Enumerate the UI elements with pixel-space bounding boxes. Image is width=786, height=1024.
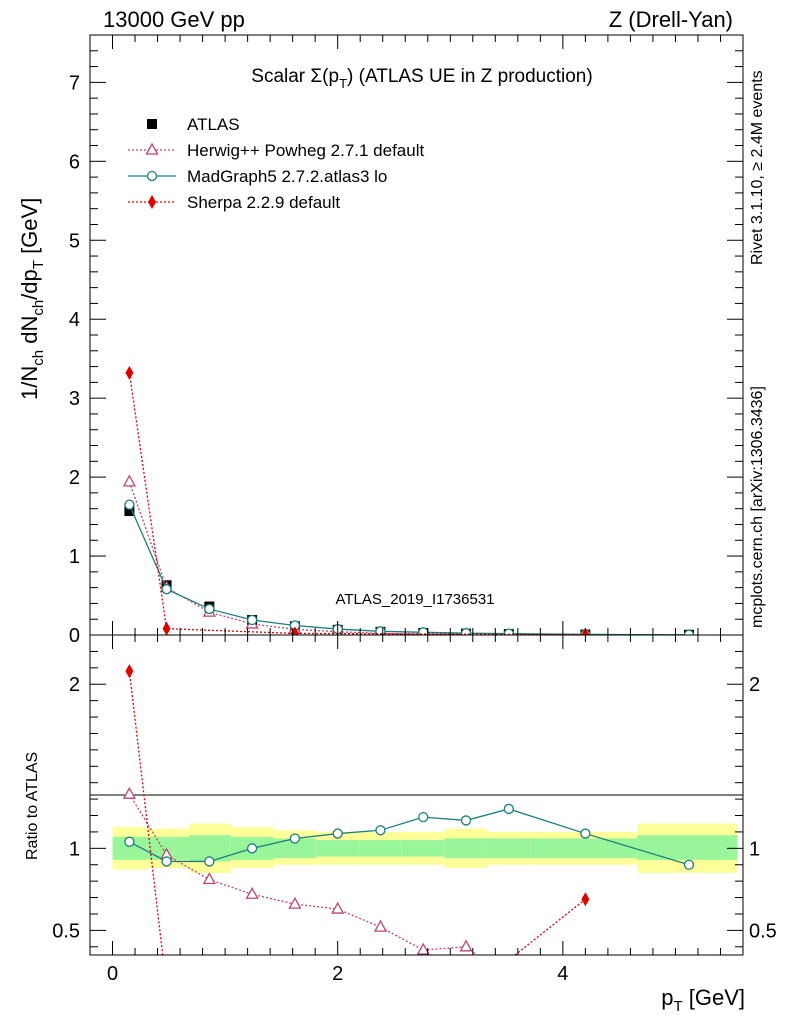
- ratio-series-1-point: [683, 859, 695, 870]
- legend-item: Sherpa 2.2.9 default: [128, 193, 340, 212]
- stat-uncertainty-band: [273, 838, 317, 859]
- stat-uncertainty-band: [487, 838, 531, 859]
- ratio-series-1-point: [246, 843, 258, 854]
- ratio-series-1-point: [460, 815, 472, 826]
- legend-marker: [147, 119, 157, 129]
- ratio-y-tick-label-right: 1: [749, 838, 760, 860]
- x-tick-label: 4: [557, 963, 568, 985]
- ratio-frame: [89, 634, 744, 956]
- x-tick-label: 2: [332, 963, 343, 985]
- main-series-1-line: [128, 481, 467, 635]
- ratio-series-0-point: [288, 896, 302, 909]
- ratio-panel: 0 2 4 0.5 0.5 1 1 2 2 Ratio to ATLAS: [24, 634, 777, 985]
- main-series-2-point: [124, 499, 135, 510]
- y-tick-label: 3: [69, 388, 80, 410]
- ratio-series-0-point: [459, 939, 473, 952]
- watermark: ATLAS_2019_I1736531: [335, 591, 494, 608]
- ratio-series-0-point: [245, 886, 259, 899]
- x-axis-label: pT [GeV]: [661, 985, 745, 1015]
- atlas-data-point: [124, 506, 135, 517]
- ratio-y-tick-label: 2: [69, 674, 80, 696]
- legend-marker: [148, 195, 156, 209]
- ratio-series-1-point: [204, 856, 215, 867]
- ratio-y-tick-label-right: 0.5: [749, 920, 777, 942]
- main-series-2: [124, 499, 695, 635]
- main-series-0: [124, 506, 694, 635]
- ratio-series-1-line: [129, 808, 690, 866]
- stat-uncertainty-band: [637, 835, 738, 860]
- legend-marker: [146, 170, 158, 182]
- y-tick-label: 6: [69, 151, 80, 173]
- main-series-2-point: [460, 628, 472, 635]
- y-tick-label: 5: [69, 230, 80, 252]
- stat-uncertainty-band: [530, 838, 638, 859]
- stat-uncertainty-band: [112, 836, 147, 860]
- stat-uncertainty-band: [316, 840, 360, 857]
- main-series-3-point: [125, 365, 134, 380]
- header-right: Z (Drell-Yan): [609, 7, 733, 32]
- main-series-3-point: [162, 621, 171, 635]
- stat-uncertainty-band: [359, 840, 402, 857]
- ratio-series-2-point: [125, 664, 134, 679]
- ratio-series-1-point: [375, 825, 386, 836]
- mcplots-label: mcplots.cern.ch [arXiv:1306.3436]: [749, 386, 766, 628]
- legend-label: MadGraph5 2.7.2.atlas3 lo: [187, 167, 387, 186]
- legend-label: ATLAS: [187, 115, 240, 134]
- legend-label: Sherpa 2.2.9 default: [187, 193, 340, 212]
- main-series-2-point: [204, 603, 215, 615]
- main-ylabel: 1/Nch dNch/dpT [GeV]: [17, 198, 47, 400]
- ratio-series-0-point: [202, 872, 216, 885]
- y-tick-label: 0: [69, 625, 80, 647]
- y-tick-label: 4: [69, 309, 80, 331]
- x-tick-label: 0: [107, 963, 118, 985]
- ratio-series-1-point: [332, 828, 343, 839]
- y-tick-label: 2: [69, 467, 80, 489]
- legend-item: Herwig++ Powheg 2.7.1 default: [128, 141, 424, 160]
- ratio-series-0-point: [373, 919, 388, 932]
- ratio-series-2: [125, 664, 590, 955]
- main-series-1: [122, 474, 471, 635]
- main-series-2-point: [246, 614, 258, 626]
- legend-label: Herwig++ Powheg 2.7.1 default: [187, 141, 424, 160]
- y-tick-label: 7: [69, 72, 80, 94]
- legend-item: ATLAS: [147, 115, 240, 134]
- ratio-series-0-point: [416, 942, 430, 955]
- legend: ATLAS Herwig++ Powheg 2.7.1 default MadGra…: [128, 115, 424, 212]
- ratio-series-1-point: [124, 836, 135, 847]
- legend-item: MadGraph5 2.7.2.atlas3 lo: [128, 167, 387, 186]
- ratio-y-tick-label-right: 2: [749, 674, 760, 696]
- stat-uncertainty-band: [146, 836, 190, 860]
- ratio-series-2-line: [128, 671, 586, 955]
- y-tick-label: 1: [69, 546, 80, 568]
- ratio-series-1-point: [418, 812, 429, 823]
- ratio-series-1-point: [503, 803, 514, 815]
- stat-uncertainty-band: [444, 838, 488, 859]
- main-series-1-point: [122, 474, 137, 487]
- ratio-series-1-point: [289, 833, 301, 844]
- ratio-series-1-point: [580, 828, 591, 839]
- ratio-ylabel: Ratio to ATLAS: [24, 752, 41, 860]
- ratio-series-1: [124, 803, 695, 870]
- ratio-y-tick-label: 1: [69, 838, 80, 860]
- rivet-label: Rivet 3.1.10, ≥ 2.4M events: [749, 70, 766, 265]
- header-left: 13000 GeV pp: [103, 7, 245, 32]
- main-series-2-point: [503, 628, 514, 635]
- ratio-series-0: [122, 786, 478, 955]
- stat-uncertainty-band: [401, 840, 445, 857]
- main-panel: 0 1 2 3 4 5 6 7 Scalar Σ(pT) (ATLAS UE in Z pro…: [17, 34, 744, 647]
- ratio-series-1-point: [161, 856, 172, 867]
- main-series-2-point: [161, 584, 172, 595]
- chart-title: Scalar Σ(pT) (ATLAS UE in Z production): [251, 66, 592, 91]
- ratio-y-tick-label: 0.5: [52, 920, 80, 942]
- legend-marker: [145, 142, 159, 155]
- ratio-series-0-point: [122, 786, 137, 799]
- ratio-series-0-point: [331, 901, 345, 914]
- main-series-3-line: [128, 372, 586, 635]
- ratio-series-2-point: [581, 892, 590, 907]
- ratio-series-0-line: [128, 793, 478, 955]
